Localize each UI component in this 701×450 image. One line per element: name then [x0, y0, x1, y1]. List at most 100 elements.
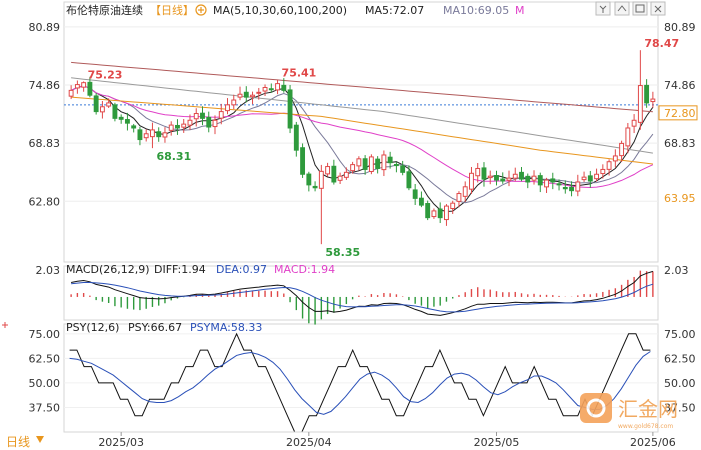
ma60-line: [71, 96, 653, 165]
psy-tick-right: 37.50: [664, 401, 696, 414]
candle-body: [306, 173, 312, 186]
candle-body: [368, 156, 374, 173]
candle-body: [131, 125, 137, 129]
macd-value: MACD:1.94: [274, 263, 335, 276]
candle-body: [450, 202, 456, 209]
candle-body: [293, 124, 299, 151]
psy-tick-left: 75.00: [29, 328, 61, 341]
psy-title: PSY(12,6): [66, 321, 119, 334]
candle-body: [625, 127, 631, 147]
ma100-line: [71, 77, 653, 154]
candle-body: [418, 197, 424, 206]
candle-body: [112, 104, 118, 119]
macd-diff: DIFF:1.94: [154, 263, 206, 276]
candle-body: [437, 208, 443, 219]
candle-body: [243, 91, 249, 98]
price-annotation: 58.35: [325, 246, 360, 259]
candle-body: [175, 124, 180, 129]
candle-body: [106, 102, 112, 107]
candle-body: [225, 104, 230, 112]
watermark-text: 汇金网: [618, 397, 678, 421]
zoom-out-icon[interactable]: [614, 1, 630, 16]
crosshair-icon[interactable]: [2, 322, 8, 328]
price-tick-left: 80.89: [29, 21, 61, 34]
candle-body: [444, 205, 449, 221]
psyma-line: [69, 351, 651, 415]
candle-body: [637, 85, 643, 123]
candle-body: [469, 172, 474, 190]
candle-body: [400, 165, 406, 173]
candle-body: [206, 116, 212, 128]
candle-body: [212, 119, 218, 128]
candle-body: [93, 95, 99, 113]
watermark-logo: 汇金网 www.gold678.com: [580, 393, 678, 430]
candle-body: [331, 165, 337, 183]
candle-body: [506, 177, 512, 181]
candle-body: [187, 119, 193, 126]
macd-tick-left: 2.03: [36, 264, 61, 277]
candle-body: [644, 84, 650, 104]
candle-body: [218, 111, 224, 119]
candle-body: [431, 210, 437, 218]
candle-body: [150, 129, 155, 138]
candle-body: [362, 158, 368, 170]
candle-body: [74, 84, 80, 89]
price-annotations: 75.23 68.31 75.41 58.35 78.47: [88, 37, 680, 259]
add-icon[interactable]: [195, 4, 207, 16]
candle-body: [587, 175, 593, 182]
candle-body: [156, 131, 162, 138]
price-tick-right: 74.86: [664, 79, 696, 92]
price-annotation: 68.31: [156, 150, 191, 163]
candle-body: [268, 88, 274, 91]
candle-body: [124, 119, 130, 124]
ma5-value: MA5:72.07: [365, 4, 424, 17]
candle-body: [619, 142, 625, 157]
candle-body: [519, 171, 524, 180]
psy-tick-left: 37.50: [29, 401, 61, 414]
candle-body: [375, 158, 381, 169]
candle-body: [537, 175, 543, 186]
price-tag: 72.80: [664, 107, 696, 120]
candle-body: [281, 84, 287, 91]
candle-body: [275, 83, 280, 91]
candle-body: [237, 93, 243, 98]
zoom-in-icon[interactable]: [595, 1, 611, 16]
ma-params: MA(5,10,30,60,100,200): [213, 4, 347, 17]
candle-body: [525, 175, 531, 183]
candle-body: [337, 175, 343, 181]
candle-body: [594, 173, 600, 180]
close-icon[interactable]: [650, 1, 666, 16]
candle-body: [356, 158, 362, 167]
candle-body: [250, 94, 255, 98]
footer-period-button[interactable]: 日线: [6, 435, 30, 449]
price-panel-frame: [63, 1, 659, 263]
time-label: 2025/05: [474, 436, 520, 449]
candle-body: [343, 171, 349, 178]
grid: [63, 1, 659, 433]
candle-body: [600, 168, 606, 175]
candle-body: [569, 186, 574, 192]
candle-body: [287, 89, 293, 129]
ma200-line: [71, 61, 653, 113]
settings-icon[interactable]: [632, 1, 648, 16]
period-label[interactable]: 【日线】: [150, 3, 194, 17]
candle-body: [99, 106, 105, 113]
candle-body: [68, 89, 74, 97]
period-dropdown-icon[interactable]: [36, 436, 44, 443]
price-tag-box: [658, 105, 698, 121]
candle-body: [256, 91, 262, 94]
price-annotation: 78.47: [644, 37, 679, 50]
candle-body: [575, 181, 581, 192]
candle-body: [556, 183, 562, 186]
time-label: 2025/04: [286, 436, 332, 449]
candle-body: [162, 132, 168, 138]
price-axis-labels: 80.89 74.86 68.83 62.80 80.89 74.86 68.83 72.80…: [29, 21, 698, 208]
candle-body: [456, 193, 462, 202]
candle-body: [350, 164, 356, 172]
candle-body: [425, 203, 431, 219]
psy-tick-left: 50.00: [29, 377, 61, 390]
candle-body: [494, 175, 499, 181]
candle-body: [262, 86, 268, 92]
macd-dea-line: [71, 282, 654, 313]
candle-body: [318, 170, 324, 189]
